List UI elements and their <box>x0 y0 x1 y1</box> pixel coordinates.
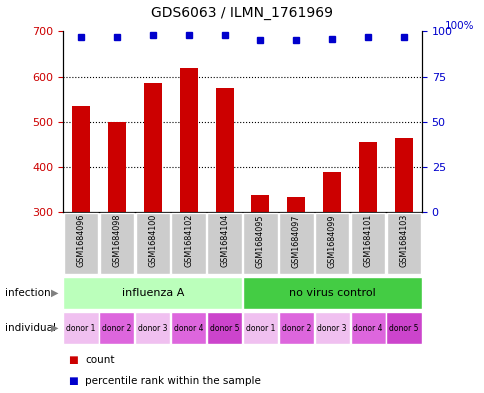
Text: donor 4: donor 4 <box>174 324 203 332</box>
Bar <box>179 68 197 212</box>
Bar <box>63 213 98 274</box>
Bar <box>215 88 233 212</box>
Text: GSM1684102: GSM1684102 <box>184 214 193 268</box>
Text: donor 2: donor 2 <box>102 324 131 332</box>
Text: 100%: 100% <box>444 21 474 31</box>
Text: ▶: ▶ <box>51 323 58 333</box>
Bar <box>63 277 242 309</box>
Bar <box>171 312 206 344</box>
Text: ■: ■ <box>68 376 77 386</box>
Text: donor 1: donor 1 <box>245 324 274 332</box>
Bar <box>278 312 313 344</box>
Bar <box>278 213 313 274</box>
Text: ■: ■ <box>68 355 77 365</box>
Text: count: count <box>85 355 114 365</box>
Text: donor 3: donor 3 <box>317 324 346 332</box>
Bar <box>251 195 269 212</box>
Text: ▶: ▶ <box>51 288 58 298</box>
Bar <box>314 213 349 274</box>
Bar <box>287 197 304 212</box>
Bar <box>99 213 134 274</box>
Text: no virus control: no virus control <box>288 288 375 298</box>
Bar <box>242 277 421 309</box>
Bar <box>350 213 385 274</box>
Bar <box>242 213 277 274</box>
Bar <box>143 83 161 212</box>
Text: infection: infection <box>5 288 50 298</box>
Bar <box>99 312 134 344</box>
Text: GSM1684099: GSM1684099 <box>327 214 336 268</box>
Text: GSM1684098: GSM1684098 <box>112 214 121 268</box>
Bar <box>63 312 98 344</box>
Text: donor 2: donor 2 <box>281 324 310 332</box>
Text: GSM1684103: GSM1684103 <box>399 214 408 267</box>
Text: GSM1684097: GSM1684097 <box>291 214 300 268</box>
Bar <box>207 312 242 344</box>
Bar <box>394 138 412 212</box>
Text: GSM1684100: GSM1684100 <box>148 214 157 267</box>
Text: donor 5: donor 5 <box>389 324 418 332</box>
Bar <box>171 213 206 274</box>
Bar <box>386 213 421 274</box>
Text: influenza A: influenza A <box>121 288 183 298</box>
Bar <box>358 142 376 212</box>
Bar <box>135 312 170 344</box>
Text: percentile rank within the sample: percentile rank within the sample <box>85 376 260 386</box>
Bar <box>207 213 242 274</box>
Bar <box>107 122 125 212</box>
Bar <box>314 312 349 344</box>
Text: GSM1684101: GSM1684101 <box>363 214 372 267</box>
Text: GDS6063 / ILMN_1761969: GDS6063 / ILMN_1761969 <box>151 6 333 20</box>
Bar <box>322 171 340 212</box>
Text: GSM1684096: GSM1684096 <box>76 214 85 268</box>
Bar <box>350 312 385 344</box>
Text: individual: individual <box>5 323 56 333</box>
Text: donor 1: donor 1 <box>66 324 95 332</box>
Bar <box>386 312 421 344</box>
Text: donor 4: donor 4 <box>353 324 382 332</box>
Bar <box>242 312 277 344</box>
Bar <box>72 106 90 212</box>
Text: GSM1684104: GSM1684104 <box>220 214 228 267</box>
Text: donor 5: donor 5 <box>210 324 239 332</box>
Text: donor 3: donor 3 <box>138 324 167 332</box>
Bar <box>135 213 170 274</box>
Text: GSM1684095: GSM1684095 <box>256 214 264 268</box>
